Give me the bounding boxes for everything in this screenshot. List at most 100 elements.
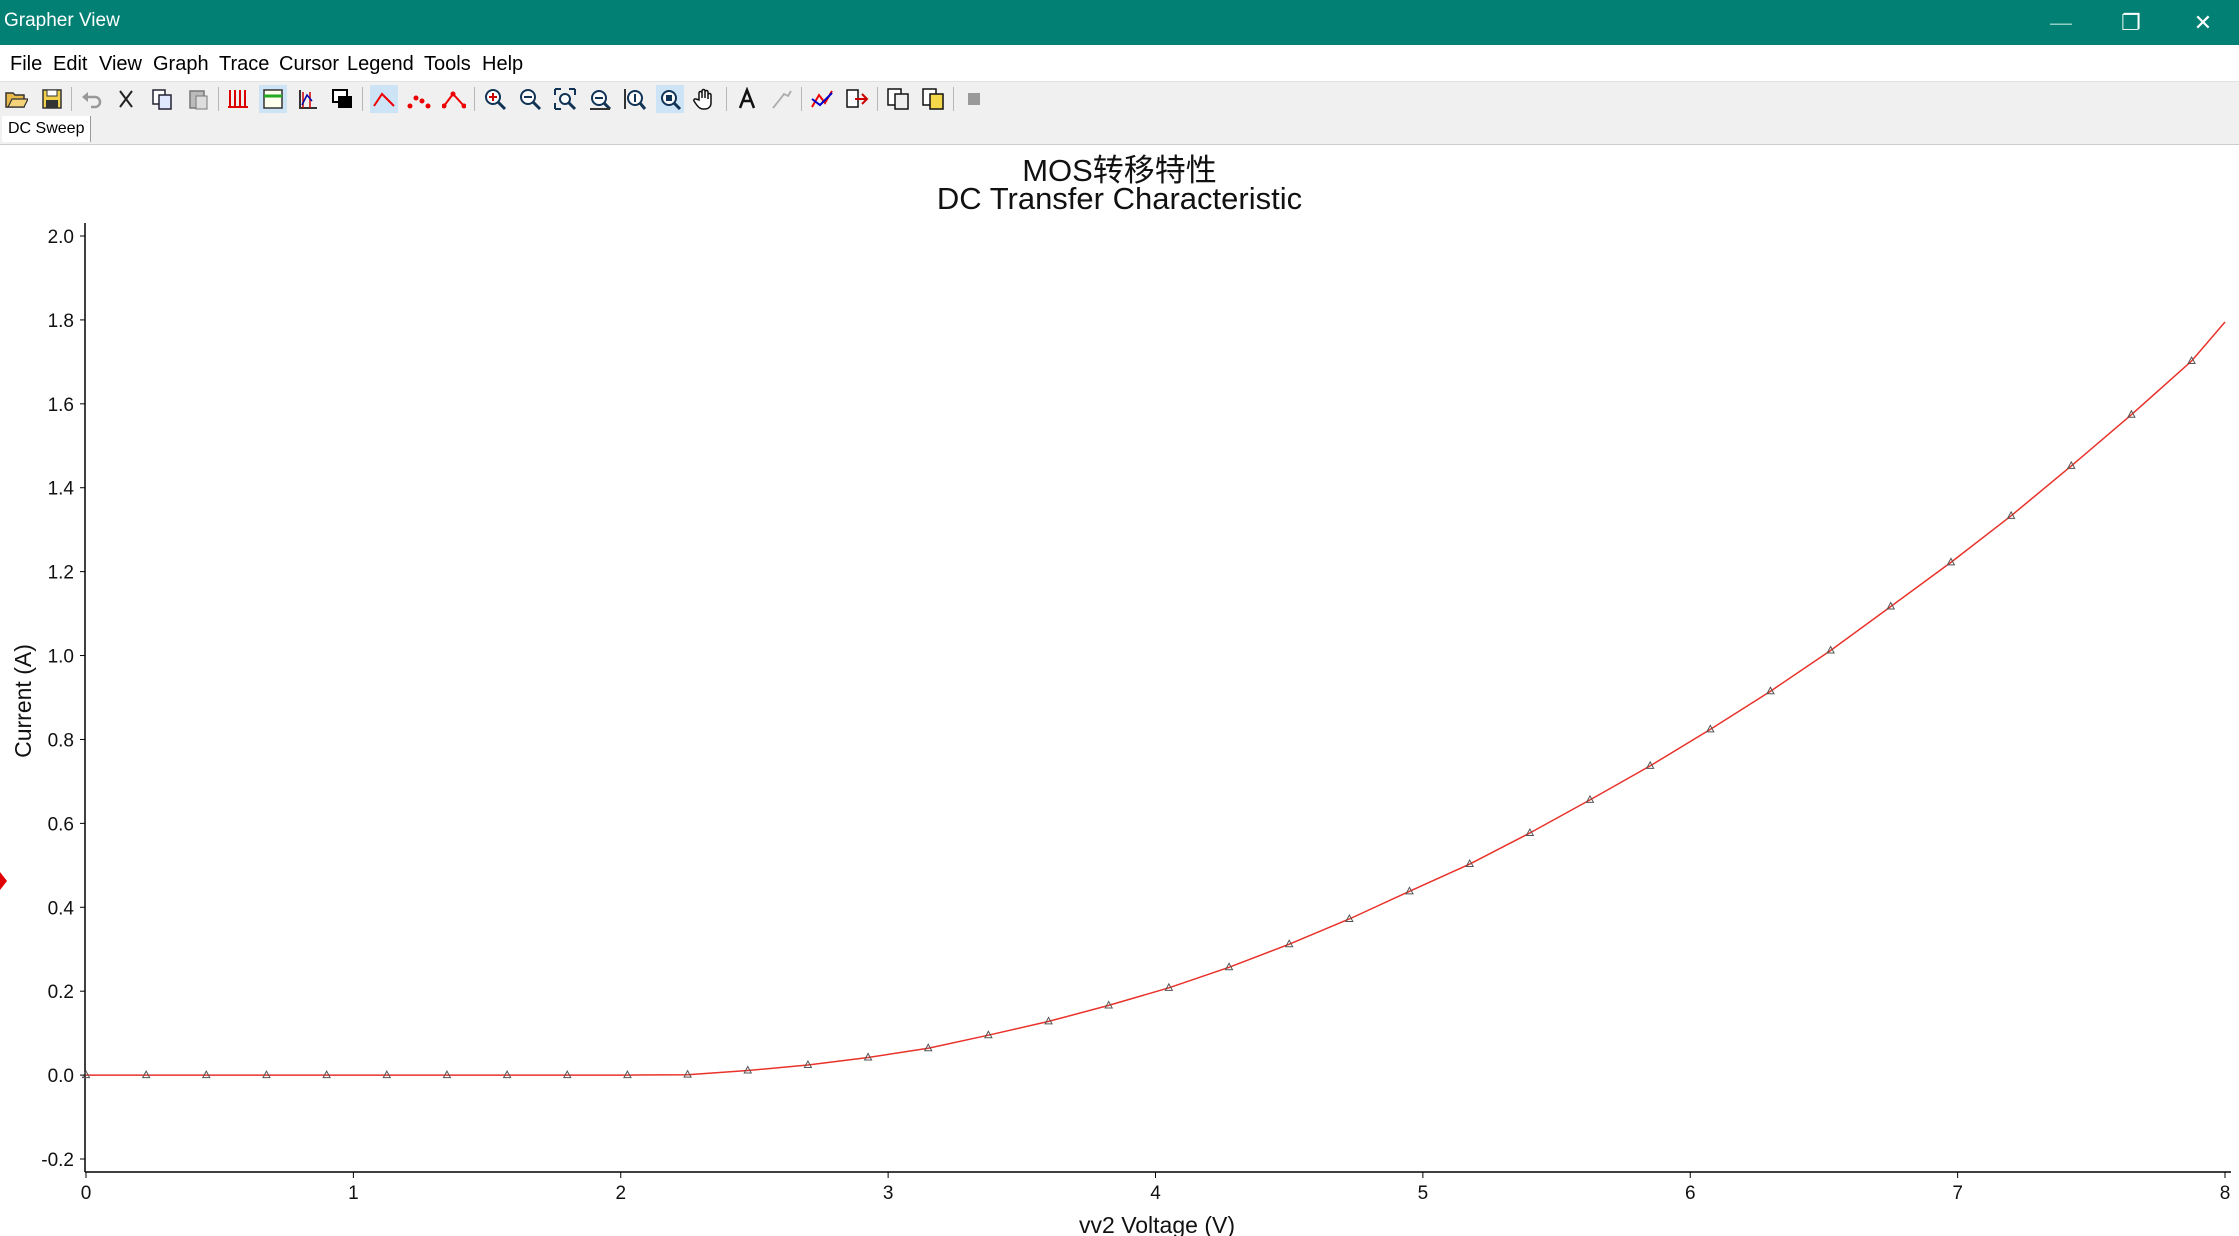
y-tick-label: 0.0	[48, 1066, 74, 1087]
text-icon	[738, 87, 756, 109]
series-point	[262, 1070, 271, 1079]
series-point	[1465, 859, 1475, 868]
menu-edit[interactable]: Edit	[53, 53, 88, 75]
cursor-button[interactable]	[293, 85, 321, 113]
menu-bar: File Edit View Graph Trace Cursor Legend…	[0, 45, 2239, 82]
line-plot-button[interactable]	[370, 85, 398, 113]
y-tick-label: 1.0	[48, 647, 74, 668]
trace-marker[interactable]	[0, 872, 7, 890]
zoom-out-button[interactable]	[516, 85, 544, 113]
plot-area: MOS转移特性 DC Transfer Characteristic -0.2 0…	[0, 144, 2239, 1236]
scatter-plot-button[interactable]	[405, 85, 433, 113]
restore-icon: ❐	[2121, 9, 2141, 35]
undo-button[interactable]	[78, 85, 106, 113]
traces-button[interactable]	[808, 85, 836, 113]
toolbar	[0, 82, 2239, 117]
menu-trace[interactable]: Trace	[219, 53, 270, 75]
series-point	[1766, 686, 1775, 695]
x-tick-label: 7	[1952, 1183, 1963, 1204]
series-point	[322, 1070, 331, 1079]
open-button[interactable]	[2, 85, 30, 113]
label-button[interactable]	[768, 85, 796, 113]
series-point	[201, 1070, 211, 1079]
toolbar-separator	[362, 87, 363, 111]
zoom-out-icon	[520, 89, 542, 111]
toolbar-separator	[953, 87, 954, 111]
series-point	[623, 1070, 632, 1079]
grid-button[interactable]	[224, 85, 252, 113]
series-point	[2187, 355, 2196, 365]
zoom-area-button[interactable]	[656, 85, 684, 113]
menu-help[interactable]: Help	[482, 53, 524, 75]
zoom-in-button[interactable]	[481, 85, 509, 113]
stop-button[interactable]	[960, 85, 988, 113]
zoom-y-button[interactable]	[621, 85, 649, 113]
pan-button[interactable]	[691, 85, 719, 113]
chart-subtitle: DC Transfer Characteristic	[936, 181, 1303, 216]
copy-graph-icon	[887, 88, 909, 110]
restore-button[interactable]: ❐	[2096, 0, 2166, 45]
legend-icon	[263, 89, 283, 109]
window-title: Grapher View	[4, 10, 120, 31]
x-tick-label: 8	[2220, 1183, 2231, 1204]
zoom-x-button[interactable]	[586, 85, 614, 113]
zoom-fit-button[interactable]	[551, 85, 579, 113]
y-tick-label: -0.2	[41, 1150, 74, 1171]
series-point	[683, 1069, 692, 1078]
series-point	[141, 1070, 151, 1079]
overlay-icon	[332, 89, 352, 108]
series-point	[1645, 760, 1655, 769]
line-points-button[interactable]	[440, 85, 468, 113]
window-titlebar: Grapher View — ❐ ✕	[0, 0, 2239, 45]
toolbar-separator	[474, 87, 475, 111]
series-line[interactable]	[86, 321, 2226, 1076]
legend-button[interactable]	[259, 85, 287, 113]
y-tick-label: 2.0	[48, 227, 74, 248]
chart-svg[interactable]: -0.2 0.0 0.2 0.4 0.6 0.8 1.0 1.2 1.4 1.6 1.8 2.0 0 1…	[0, 145, 2239, 1236]
stop-icon	[968, 93, 980, 105]
toolbar-separator	[218, 87, 219, 111]
copy-button[interactable]	[148, 85, 176, 113]
copy-graph-button[interactable]	[884, 85, 912, 113]
series-point	[1525, 827, 1535, 837]
series-point	[1946, 557, 1956, 566]
tab-dc-sweep[interactable]: DC Sweep	[2, 116, 92, 142]
line-plot-icon	[373, 92, 395, 107]
menu-cursor[interactable]: Cursor	[279, 53, 340, 75]
x-axis-label: vv2 Voltage (V)	[1079, 1212, 1235, 1236]
toolbar-separator	[801, 87, 802, 111]
menu-legend[interactable]: Legend	[347, 53, 414, 75]
paste-button[interactable]	[184, 85, 212, 113]
series-point	[2127, 409, 2136, 418]
series-point	[442, 1070, 452, 1079]
menu-file[interactable]: File	[10, 53, 43, 75]
zoom-y-icon	[624, 89, 647, 110]
menu-view[interactable]: View	[99, 53, 142, 75]
zoom-fit-icon	[554, 88, 577, 111]
zoom-x-icon	[590, 90, 612, 111]
series-point	[863, 1052, 873, 1061]
menu-tools[interactable]: Tools	[424, 53, 471, 75]
series-point	[2066, 460, 2076, 469]
series-point	[1104, 1000, 1114, 1009]
cursor-icon	[299, 90, 317, 109]
series-point	[1886, 601, 1896, 610]
cut-button[interactable]	[112, 85, 140, 113]
minimize-icon: —	[2050, 9, 2072, 35]
save-button[interactable]	[38, 85, 66, 113]
text-button[interactable]	[733, 85, 761, 113]
close-button[interactable]: ✕	[2168, 0, 2238, 45]
paste-icon	[189, 90, 208, 110]
overlay-button[interactable]	[328, 85, 356, 113]
series-point	[2006, 510, 2016, 519]
series-point	[1585, 794, 1595, 803]
series-markers	[81, 355, 2196, 1079]
menu-graph[interactable]: Graph	[153, 53, 209, 75]
export-button[interactable]	[843, 85, 871, 113]
x-ticks: 0 1 2 3 4 5 6 7 8	[81, 1172, 2231, 1204]
y-tick-label: 1.4	[48, 479, 75, 500]
paste-graph-button[interactable]	[919, 85, 947, 113]
y-ticks: -0.2 0.0 0.2 0.4 0.6 0.8 1.0 1.2 1.4 1.6 1.8 2.0	[41, 227, 85, 1171]
save-icon	[42, 89, 62, 109]
minimize-button[interactable]: —	[2026, 0, 2096, 45]
